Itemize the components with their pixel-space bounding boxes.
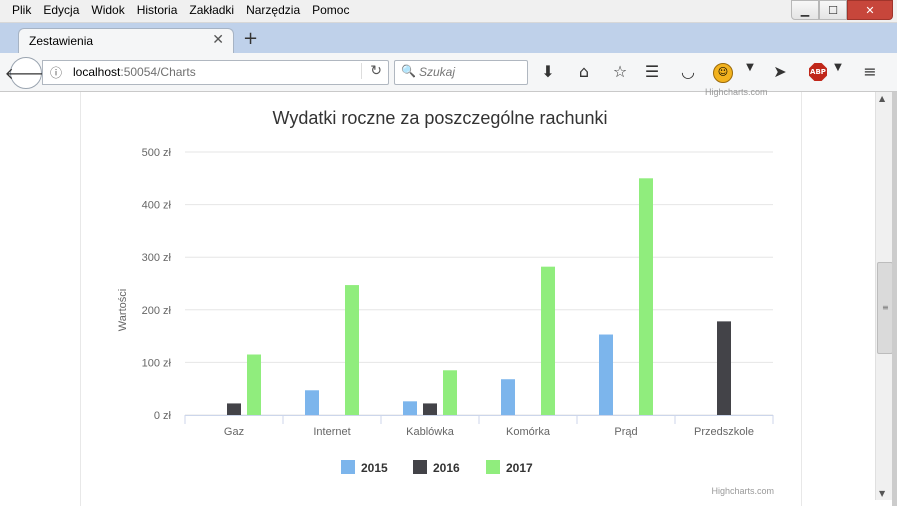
minimize-button[interactable]: ▁ — [791, 0, 819, 20]
x-tick-label: Komórka — [506, 426, 551, 438]
site-info-icon[interactable]: ⓘ — [50, 66, 63, 80]
credits-top[interactable]: Highcharts.com — [705, 87, 768, 97]
bar-2015-Internet[interactable] — [305, 390, 319, 415]
bar-2017-Gaz[interactable] — [247, 354, 261, 415]
menu-item-plik[interactable]: Plik — [12, 3, 32, 17]
bar-2017-Komórka[interactable] — [541, 266, 555, 415]
bar-2016-Gaz[interactable] — [227, 403, 241, 415]
scroll-down-icon[interactable]: ▼ — [879, 489, 886, 498]
pocket-icon[interactable]: ◡ — [681, 62, 695, 81]
credits-bottom[interactable]: Highcharts.com — [711, 486, 774, 496]
chart-y-ticks: 0 zł 100 zł 200 zł 300 zł 400 zł 500 zł — [142, 147, 172, 422]
tab-strip: Zestawienia ✕ — [0, 23, 897, 54]
x-tick-label: Kablówka — [406, 426, 455, 438]
addon-face-icon[interactable]: ☺ — [713, 63, 733, 83]
chart-legend: 2015 2016 2017 — [341, 460, 533, 475]
chart-title: Wydatki roczne za poszczególne rachunki — [272, 108, 607, 128]
legend-swatch-2015[interactable] — [341, 460, 355, 474]
url-host: localhost — [73, 65, 121, 79]
back-arrow-icon: 🡐 — [4, 64, 48, 83]
chart-grid — [185, 151, 773, 416]
adblock-plus-icon[interactable]: ABP — [809, 63, 827, 81]
chart: Wydatki roczne za poszczególne rachunki … — [117, 108, 774, 496]
x-tick-label: Przedszkole — [694, 426, 754, 438]
menu-item-pomoc[interactable]: Pomoc — [312, 3, 350, 17]
y-tick-label: 100 zł — [142, 357, 172, 369]
bar-2015-Prąd[interactable] — [599, 334, 613, 415]
hamburger-menu-icon[interactable]: ≡ — [863, 62, 877, 81]
back-button[interactable]: 🡐 — [5, 57, 47, 89]
reload-icon[interactable]: ↻ — [361, 63, 382, 79]
page-right-border — [801, 92, 802, 506]
search-icon: 🔍 — [401, 64, 416, 78]
window-right-edge — [892, 92, 897, 506]
page-content — [0, 92, 875, 506]
new-tab-button[interactable]: + — [243, 28, 259, 49]
bar-2017-Internet[interactable] — [345, 285, 359, 415]
url-bar[interactable]: ⓘ localhost:50054/Charts ↻ — [42, 60, 389, 85]
x-tick-label: Gaz — [224, 426, 244, 438]
vertical-scrollbar[interactable]: ▲ ≡ ▼ — [875, 92, 893, 500]
close-window-button[interactable]: ✕ — [847, 0, 893, 20]
menu-bar: Plik Edycja Widok Historia Zakładki Narz… — [6, 2, 355, 19]
grip-icon: ≡ — [882, 303, 889, 312]
y-tick-label: 500 zł — [142, 147, 172, 159]
menu-item-narzedzia[interactable]: Narzędzia — [246, 3, 301, 17]
scrollbar-thumb[interactable]: ≡ — [877, 262, 893, 354]
bar-2017-Prąd[interactable] — [639, 178, 653, 415]
navigation-toolbar: 🡐 ⓘ localhost:50054/Charts ↻ 🔍 Szukaj ⬇ … — [0, 53, 897, 92]
y-tick-label: 0 zł — [154, 410, 172, 422]
url-path: :50054/Charts — [120, 65, 196, 79]
menu-item-zakladki[interactable]: Zakładki — [189, 3, 235, 17]
legend-label-2015[interactable]: 2015 — [361, 461, 388, 475]
tab-zestawienia[interactable]: Zestawienia ✕ — [18, 28, 234, 54]
menu-item-historia[interactable]: Historia — [136, 3, 178, 17]
bar-2015-Kablówka[interactable] — [403, 401, 417, 415]
home-icon[interactable]: ⌂ — [578, 62, 590, 81]
window-controls: ▁ ☐ ✕ — [791, 0, 893, 20]
y-tick-label: 400 zł — [142, 200, 172, 212]
addon-dropdown-icon[interactable]: ▼ — [746, 62, 754, 73]
x-tick-label: Internet — [313, 426, 350, 438]
bar-2016-Kablówka[interactable] — [423, 403, 437, 415]
tab-title: Zestawienia — [29, 34, 94, 48]
legend-label-2017[interactable]: 2017 — [506, 461, 533, 475]
legend-swatch-2016[interactable] — [413, 460, 427, 474]
y-tick-label: 300 zł — [142, 252, 172, 264]
search-box[interactable]: 🔍 Szukaj — [394, 60, 528, 85]
bar-2017-Kablówka[interactable] — [443, 370, 457, 415]
y-tick-label: 200 zł — [142, 305, 172, 317]
bar-2015-Komórka[interactable] — [501, 379, 515, 415]
close-tab-icon[interactable]: ✕ — [212, 32, 224, 48]
chart-bars — [227, 178, 731, 415]
x-tick-label: Prąd — [614, 426, 637, 438]
menu-item-widok[interactable]: Widok — [91, 3, 125, 17]
url-text: localhost:50054/Charts — [73, 65, 196, 79]
download-icon[interactable]: ⬇ — [541, 62, 555, 81]
window-titlebar: Plik Edycja Widok Historia Zakładki Narz… — [0, 0, 897, 23]
bookmark-star-icon[interactable]: ☆ — [612, 62, 628, 81]
scroll-up-icon[interactable]: ▲ — [879, 94, 886, 103]
menu-item-edycja[interactable]: Edycja — [43, 3, 80, 17]
legend-swatch-2017[interactable] — [486, 460, 500, 474]
send-icon[interactable]: ➤ — [773, 62, 787, 81]
chart-x-axis: Gaz Internet Kablówka Komórka Prąd Przedszkol… — [184, 415, 774, 438]
legend-label-2016[interactable]: 2016 — [433, 461, 460, 475]
y-axis-label: Wartości — [117, 289, 129, 331]
search-placeholder: Szukaj — [419, 65, 456, 79]
maximize-button[interactable]: ☐ — [819, 0, 847, 20]
bar-2016-Przedszkole[interactable] — [717, 321, 731, 415]
page-left-margin — [0, 92, 81, 506]
adblock-dropdown-icon[interactable]: ▼ — [834, 62, 842, 73]
bookmarks-list-icon[interactable]: ☰ — [644, 62, 660, 81]
